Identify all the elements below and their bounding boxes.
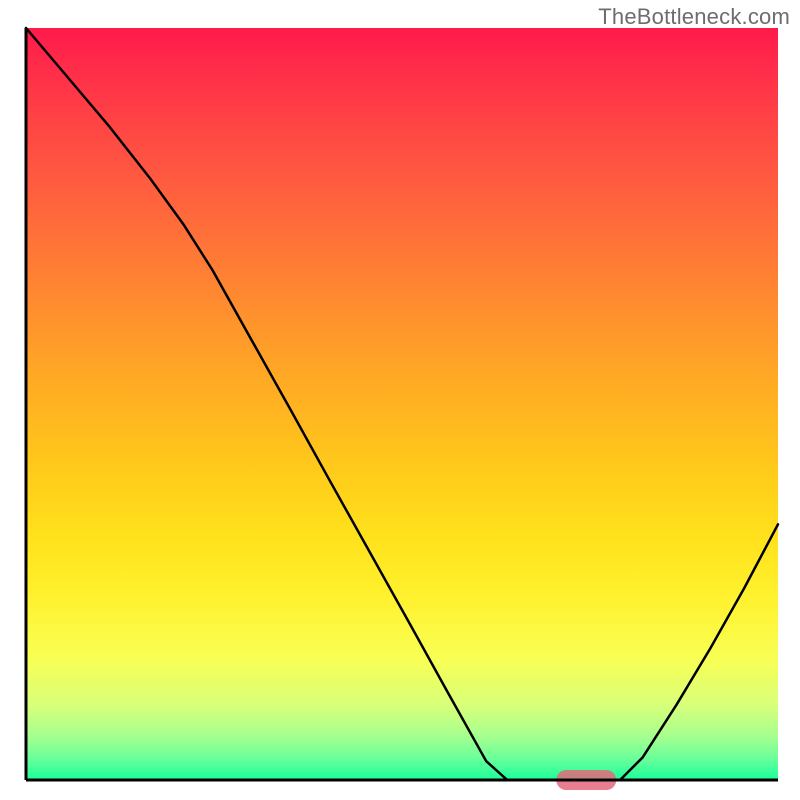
bottleneck-chart [0,0,800,800]
chart-container: TheBottleneck.com [0,0,800,800]
attribution-label: TheBottleneck.com [598,4,790,30]
